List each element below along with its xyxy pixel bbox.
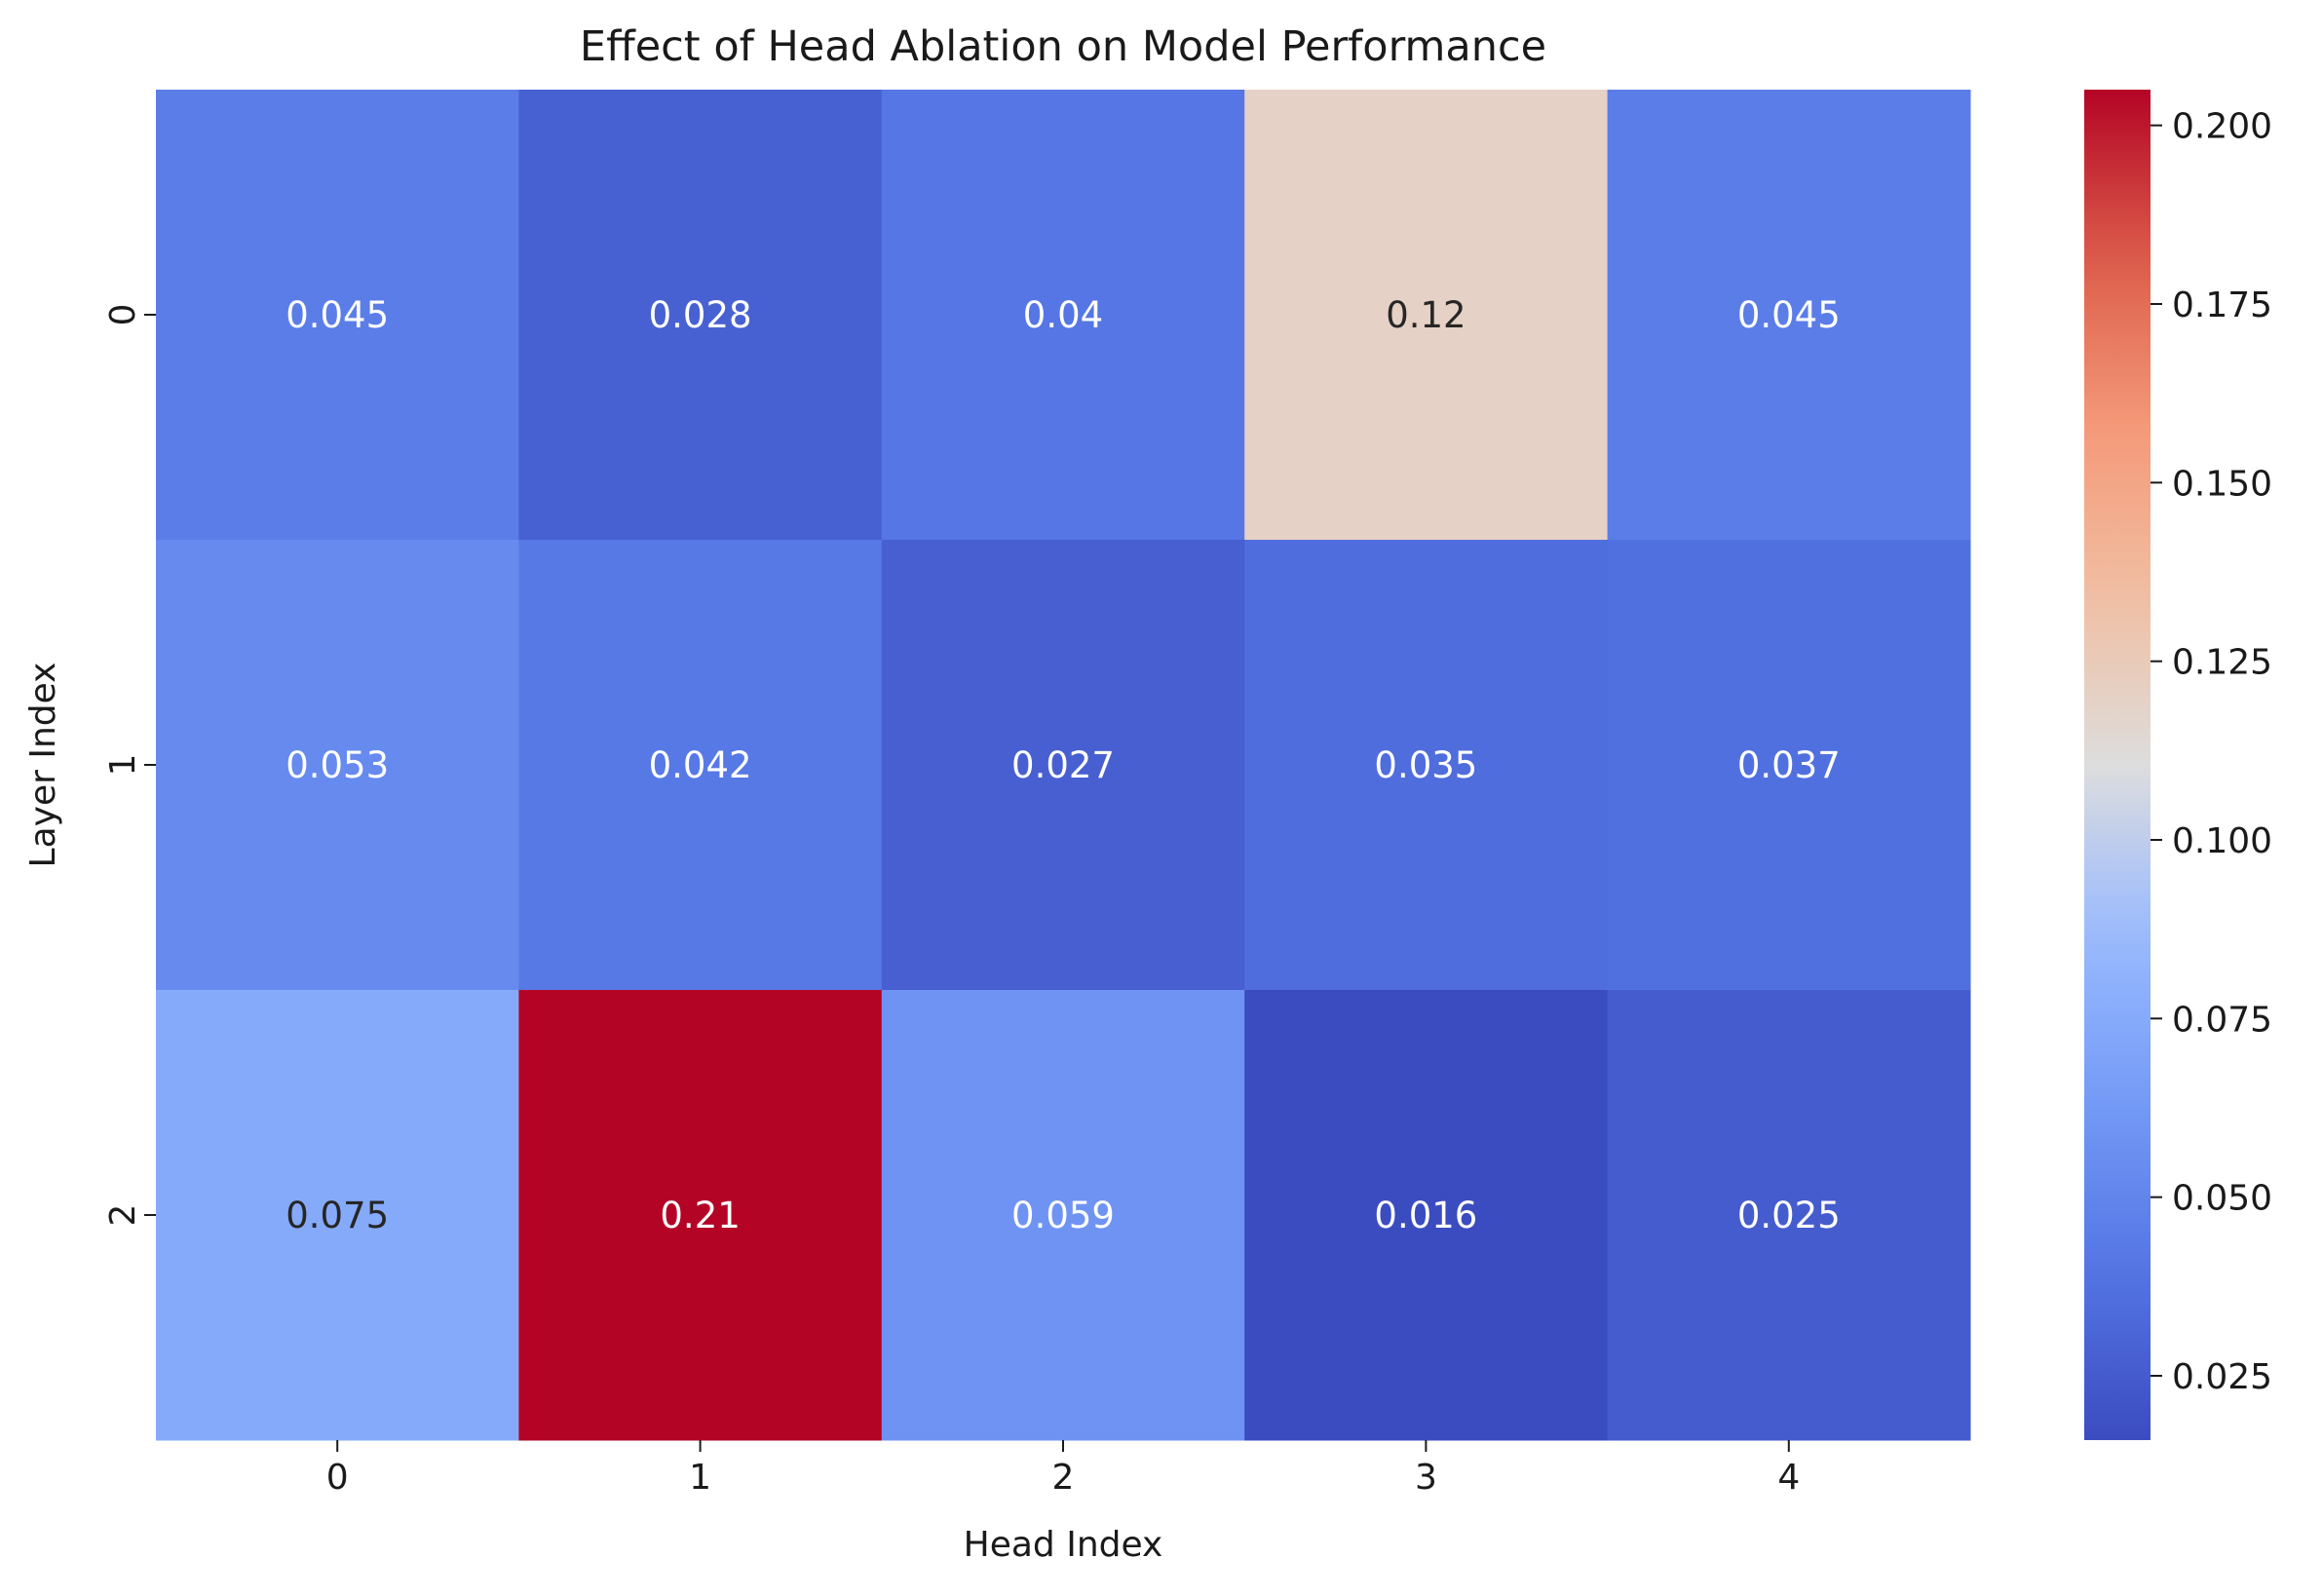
heatmap-cell-r1-c3 bbox=[1244, 540, 1609, 991]
y-axis-label: Layer Index bbox=[23, 663, 63, 868]
x-tick-label-3: 3 bbox=[1415, 1458, 1437, 1498]
cell-label-r1-c4: 0.037 bbox=[1737, 744, 1841, 786]
heatmap-cell-r1-c2 bbox=[881, 540, 1245, 991]
cell-label-r1-c2: 0.027 bbox=[1011, 744, 1115, 786]
heatmap-cell-r1-c4 bbox=[1607, 540, 1971, 991]
cell-label-r1-c3: 0.035 bbox=[1374, 744, 1477, 786]
heatmap-cell-r2-c2 bbox=[881, 990, 1245, 1441]
heatmap-cell-r2-c1 bbox=[518, 990, 883, 1441]
cell-label-r0-c0: 0.045 bbox=[285, 294, 389, 336]
heatmap-cell-r2-c3 bbox=[1244, 990, 1609, 1441]
heatmap-cell-r2-c0 bbox=[156, 990, 519, 1441]
heatmap-cell-r0-c2 bbox=[881, 90, 1245, 541]
colorbar-tick-label-4: 0.125 bbox=[2172, 643, 2272, 683]
colorbar-tick-label-1: 0.050 bbox=[2172, 1179, 2272, 1219]
chart-title: Effect of Head Ablation on Model Perform… bbox=[580, 22, 1546, 71]
colorbar-tick-label-5: 0.150 bbox=[2172, 464, 2272, 504]
x-tick-label-0: 0 bbox=[326, 1458, 349, 1498]
x-tick-label-4: 4 bbox=[1777, 1458, 1800, 1498]
cell-label-r2-c0: 0.075 bbox=[285, 1195, 389, 1236]
colorbar-tick-label-0: 0.025 bbox=[2172, 1357, 2272, 1397]
colorbar-tick-label-6: 0.175 bbox=[2172, 285, 2272, 325]
y-tick-label-0: 0 bbox=[103, 304, 143, 326]
cell-label-r2-c4: 0.025 bbox=[1737, 1195, 1841, 1236]
heatmap-cells: 0.045 0.028 0.04 0.12 0.045 0.053 0.042 0.027 0.… bbox=[156, 90, 1971, 1441]
cell-label-r2-c3: 0.016 bbox=[1374, 1195, 1477, 1236]
cell-label-r0-c4: 0.045 bbox=[1737, 294, 1841, 336]
colorbar-tick-label-2: 0.075 bbox=[2172, 1000, 2272, 1040]
x-tick-label-1: 1 bbox=[689, 1458, 711, 1498]
cell-label-r0-c2: 0.04 bbox=[1023, 294, 1103, 336]
cell-label-r2-c2: 0.059 bbox=[1011, 1195, 1115, 1236]
y-tick-label-2: 2 bbox=[103, 1204, 143, 1227]
colorbar-gradient bbox=[2084, 90, 2151, 1440]
y-tick-label-1: 1 bbox=[103, 754, 143, 777]
y-axis: 0 1 2 bbox=[103, 304, 156, 1227]
colorbar-tick-label-7: 0.200 bbox=[2172, 107, 2272, 147]
heatmap-cell-r0-c1 bbox=[518, 90, 883, 541]
cell-label-r0-c3: 0.12 bbox=[1386, 294, 1466, 336]
x-tick-label-2: 2 bbox=[1052, 1458, 1075, 1498]
heatmap-cell-r0-c0 bbox=[156, 90, 519, 541]
cell-label-r1-c0: 0.053 bbox=[285, 744, 389, 786]
heatmap-cell-r0-c4 bbox=[1607, 90, 1971, 541]
cell-label-r1-c1: 0.042 bbox=[649, 744, 752, 786]
cell-label-r0-c1: 0.028 bbox=[649, 294, 752, 336]
heatmap-cell-r1-c1 bbox=[518, 540, 883, 991]
x-axis-label: Head Index bbox=[964, 1525, 1163, 1565]
heatmap-cell-r1-c0 bbox=[156, 540, 519, 991]
x-axis: 0 1 2 3 4 bbox=[326, 1440, 1800, 1498]
heatmap-cell-r0-c3 bbox=[1244, 90, 1609, 541]
colorbar-tick-label-3: 0.100 bbox=[2172, 821, 2272, 861]
heatmap-cell-r2-c4 bbox=[1607, 990, 1971, 1441]
cell-label-r2-c1: 0.21 bbox=[660, 1195, 740, 1236]
colorbar: 0.025 0.050 0.075 0.100 0.125 0.150 0.175 0.200 bbox=[2084, 90, 2272, 1440]
